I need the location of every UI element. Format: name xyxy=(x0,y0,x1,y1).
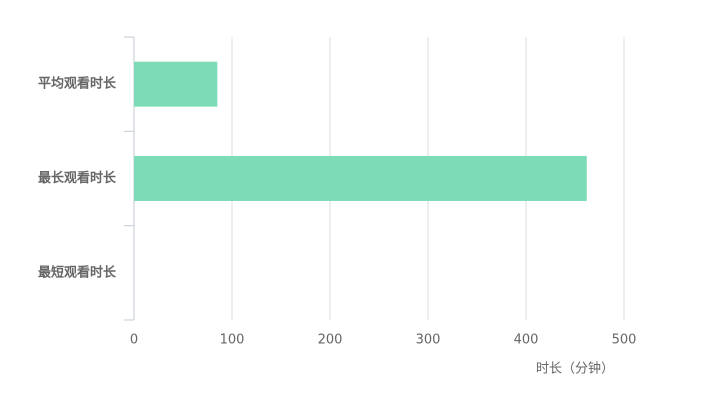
x-tick-label: 300 xyxy=(416,333,441,348)
y-tick-label: 最长观看时长 xyxy=(38,170,117,186)
bar xyxy=(134,156,587,201)
x-tick-label: 0 xyxy=(130,333,138,348)
x-tick-label: 200 xyxy=(318,333,343,348)
x-tick-label: 500 xyxy=(612,333,637,348)
x-tick-label: 100 xyxy=(220,333,245,348)
y-tick-label: 平均观看时长 xyxy=(38,76,117,92)
x-axis-label: 时长（分钟） xyxy=(536,361,614,377)
bar xyxy=(134,61,218,107)
y-tick-label: 最短观看时长 xyxy=(38,264,117,280)
x-tick-label: 400 xyxy=(514,333,539,348)
